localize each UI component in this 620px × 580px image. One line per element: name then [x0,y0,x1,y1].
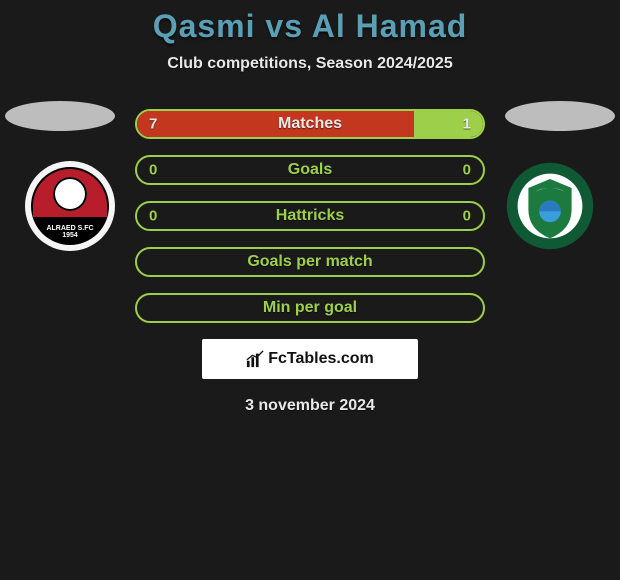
date-label: 3 november 2024 [0,397,620,415]
stat-bar-row: Goals 0 0 [135,155,485,185]
stat-bars: Matches 7 1 Goals 0 0 Hattricks 0 0 Goals per mat… [135,101,485,323]
logo-left-caption: ALRAED S.FC1954 [25,225,115,239]
branding-box[interactable]: FcTables.com [202,339,418,379]
bar-value-left: 7 [149,116,157,133]
stat-bar-row: Goals per match [135,247,485,277]
bar-fill-right [414,111,483,137]
bar-label: Min per goal [263,299,357,317]
player-shadow-right [505,101,615,131]
bar-label: Hattricks [276,207,344,225]
bar-value-left: 0 [149,162,157,179]
shield-icon [505,161,595,251]
soccer-ball-icon [53,177,87,211]
bar-value-right: 0 [463,162,471,179]
team-logo-right [505,161,595,251]
bar-label: Goals per match [247,253,372,271]
bar-label: Goals [288,161,332,179]
stat-bar-row: Min per goal [135,293,485,323]
bar-value-left: 0 [149,208,157,225]
stat-bar-row: Hattricks 0 0 [135,201,485,231]
page-title: Qasmi vs Al Hamad [0,8,620,45]
season-subtitle: Club competitions, Season 2024/2025 [0,55,620,73]
team-logo-left: ALRAED S.FC1954 [25,161,115,251]
bar-label: Matches [278,115,342,133]
bar-value-right: 0 [463,208,471,225]
bar-value-right: 1 [463,116,471,133]
chart-icon [246,350,264,368]
branding-text: FcTables.com [268,350,374,368]
player-shadow-left [5,101,115,131]
bar-fill-left [137,111,414,137]
comparison-card: Qasmi vs Al Hamad Club competitions, Sea… [0,0,620,415]
stat-bar-row: Matches 7 1 [135,109,485,139]
stats-area: ALRAED S.FC1954 Matches71Goals00Hattrick… [0,101,620,323]
